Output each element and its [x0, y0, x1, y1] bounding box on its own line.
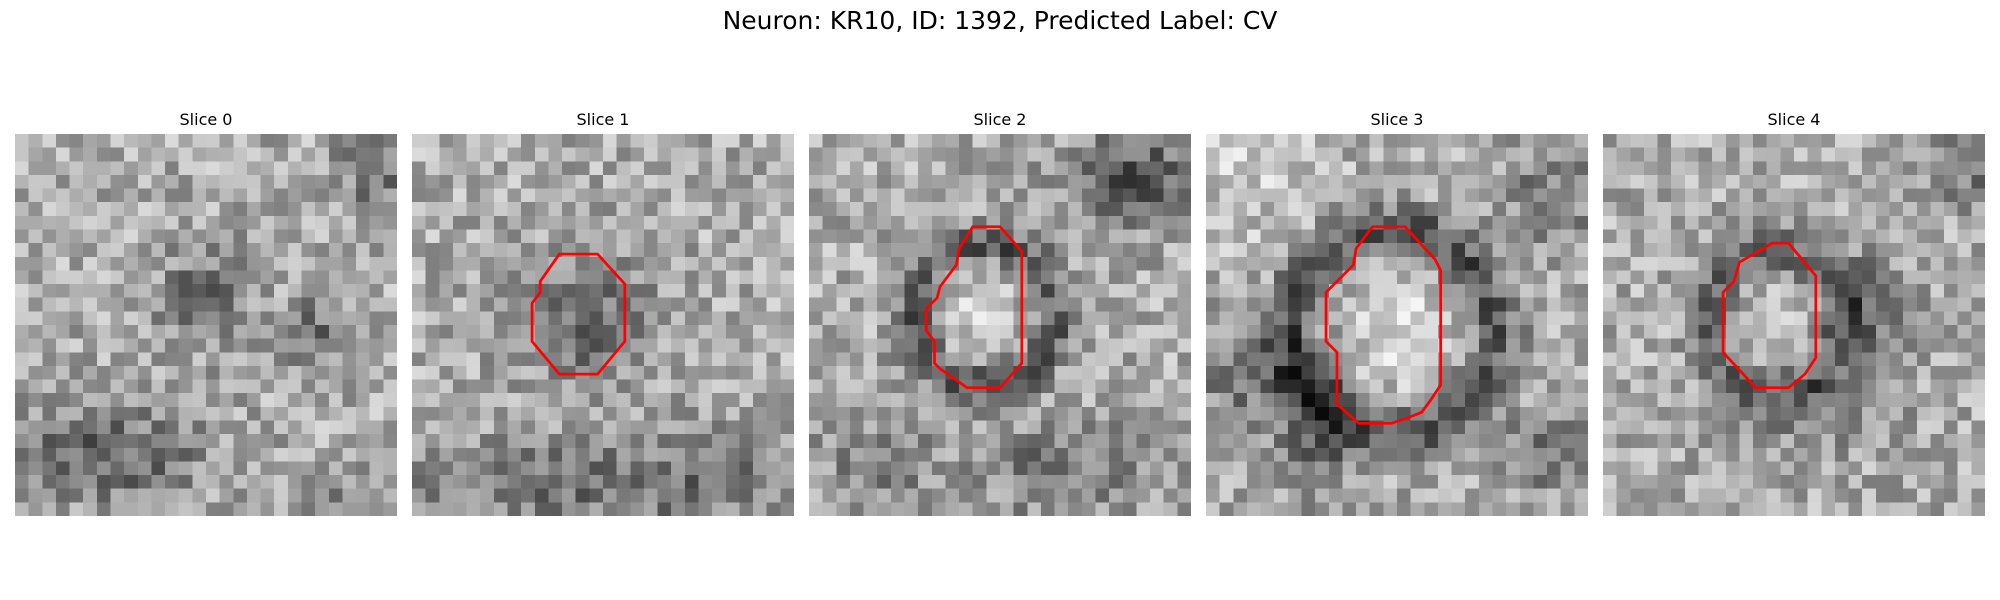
slice-title: Slice 1	[576, 110, 630, 129]
slice-image	[809, 134, 1191, 516]
roi-contour	[530, 252, 627, 376]
roi-contour	[1324, 225, 1443, 425]
slice-image	[1206, 134, 1588, 516]
pixel-grid	[809, 134, 1191, 516]
slice-image	[1603, 134, 1985, 516]
slice-title: Slice 2	[973, 110, 1027, 129]
pixel-grid	[412, 134, 794, 516]
roi-contour	[924, 225, 1024, 390]
slice-title: Slice 4	[1767, 110, 1821, 129]
slice-title: Slice 3	[1370, 110, 1424, 129]
slice-title: Slice 0	[179, 110, 233, 129]
slice-image	[15, 134, 397, 516]
figure-title: Neuron: KR10, ID: 1392, Predicted Label:…	[722, 6, 1278, 35]
pixel-grid	[1206, 134, 1588, 516]
pixel-grid	[1603, 134, 1985, 516]
slice-image	[412, 134, 794, 516]
roi-contour	[1721, 241, 1818, 390]
pixel-grid	[15, 134, 397, 516]
